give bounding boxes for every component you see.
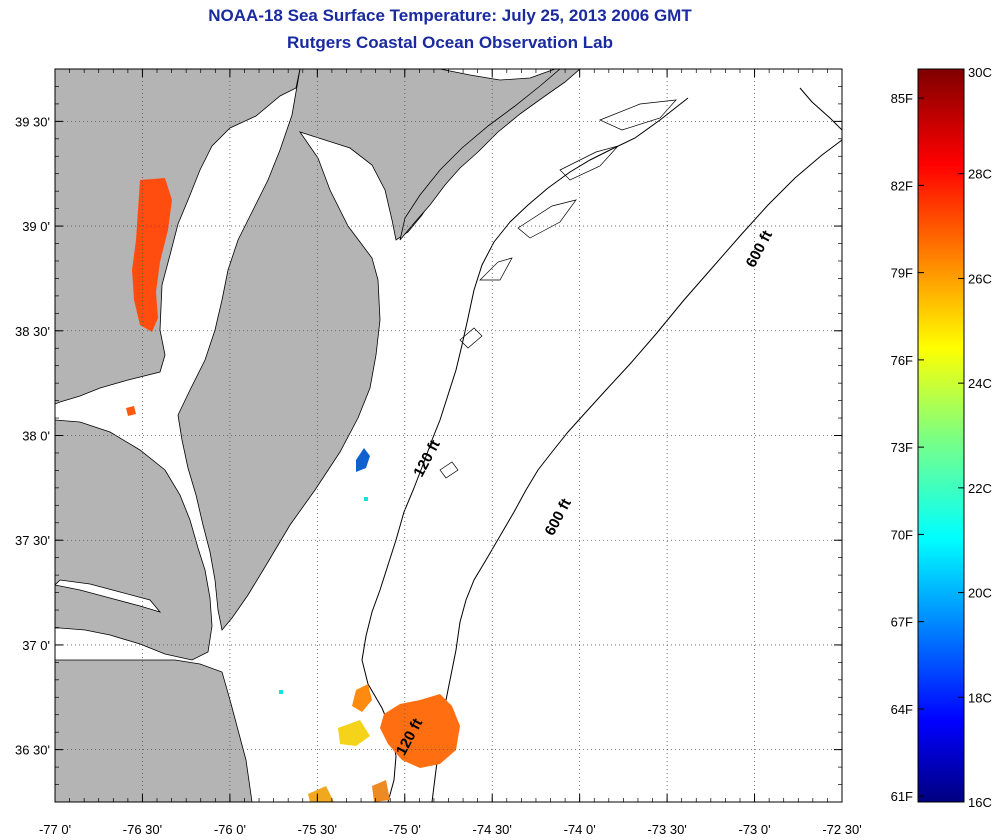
map-title: NOAA-18 Sea Surface Temperature: July 25… (208, 6, 692, 25)
sst-offshore-warm-edge (352, 684, 372, 712)
fahrenheit-tick-label: 73F (891, 440, 913, 455)
fahrenheit-tick-label: 70F (891, 527, 913, 542)
map-subtitle: Rutgers Coastal Ocean Observation Lab (287, 33, 613, 52)
lat-tick-label: 38 30' (15, 324, 50, 339)
lat-tick-label: 37 0' (22, 638, 50, 653)
contour-label: 600 ft (743, 228, 776, 271)
contour-120ft (361, 97, 689, 802)
lat-tick-label: 38 0' (22, 429, 50, 444)
land-delmarva-peninsula (177, 69, 561, 631)
contour-600ft-east (431, 139, 842, 802)
lon-tick-label: -76 0' (214, 822, 246, 837)
lat-tick-label: 36 30' (15, 743, 50, 758)
colorbar: 30C 28C 26C 24C 22C 20C 18C 16C 85F 82F 79F 76F 73F 7… (891, 65, 992, 810)
celsius-tick-label: 16C (968, 795, 992, 810)
celsius-tick-label: 18C (968, 690, 992, 705)
contour-label: 120 ft (410, 437, 443, 480)
lon-tick-label: -77 0' (39, 822, 71, 837)
lon-tick-label: -73 30' (647, 822, 686, 837)
lat-tick-label: 37 30' (15, 533, 50, 548)
fahrenheit-tick-label: 67F (891, 615, 913, 630)
lat-tick-label: 39 0' (22, 219, 50, 234)
fahrenheit-tick-label: 85F (891, 91, 913, 106)
lat-tick-label: 39 30' (15, 114, 50, 129)
lon-tick-label: -73 0' (738, 822, 770, 837)
lon-tick-label: -74 30' (473, 822, 512, 837)
land-new-jersey (399, 69, 581, 241)
fahrenheit-tick-label: 79F (891, 266, 913, 281)
lon-tick-label: -74 0' (564, 822, 596, 837)
celsius-tick-label: 26C (968, 271, 992, 286)
land-western-shore (55, 419, 213, 661)
sst-chesapeake-small-patch (126, 406, 136, 416)
fahrenheit-tick-label: 82F (891, 178, 913, 193)
colorbar-ticks: 30C 28C 26C 24C 22C 20C 18C 16C 85F 82F 79F 76F 73F 7… (891, 65, 992, 810)
sst-cyan-dot (364, 497, 368, 501)
map-area (55, 69, 842, 802)
contour-600ft-label-curve (799, 87, 842, 131)
lon-tick-label: -76 30' (123, 822, 162, 837)
shoal-contours (439, 99, 677, 479)
land-mainland-virginia (55, 69, 301, 405)
lon-tick-label: -75 0' (389, 822, 421, 837)
land-southeastern-virginia (55, 659, 253, 802)
sst-offshore-warm-patch (380, 694, 460, 768)
sst-south-patch (308, 786, 334, 802)
fahrenheit-tick-label: 76F (891, 353, 913, 368)
contour-label: 600 ft (542, 496, 575, 539)
celsius-tick-label: 22C (968, 481, 992, 496)
celsius-tick-label: 28C (968, 167, 992, 182)
colorbar-ramp (917, 68, 965, 803)
fahrenheit-tick-label: 64F (891, 702, 913, 717)
celsius-tick-label: 24C (968, 376, 992, 391)
lon-tick-label: -75 30' (298, 822, 337, 837)
sst-yellow-patch (338, 720, 370, 746)
celsius-tick-label: 30C (968, 65, 992, 80)
sst-cold-patch (356, 448, 370, 472)
celsius-tick-label: 20C (968, 586, 992, 601)
fahrenheit-tick-label: 61F (891, 789, 913, 804)
sst-south-patch-2 (372, 780, 390, 802)
map-ticks: -77 0' -76 30' -76 0' -75 30' -75 0' -74 30' -… (15, 68, 862, 837)
sst-cyan-dot-2 (279, 690, 283, 694)
lon-tick-label: -72 30' (822, 822, 861, 837)
sst-chesapeake-warm-patch (132, 178, 172, 332)
